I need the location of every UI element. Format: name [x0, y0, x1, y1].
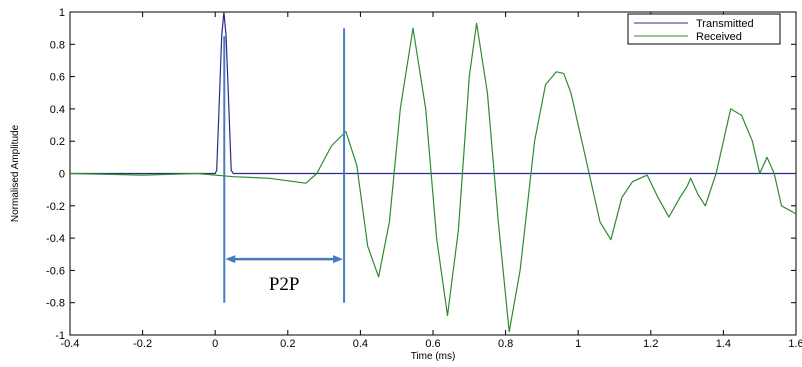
legend-label-transmitted: Transmitted	[696, 18, 754, 30]
x-tick-label: 1.6	[788, 338, 802, 350]
legend: Transmitted Received	[627, 13, 781, 45]
x-tick-label: -0.2	[133, 338, 152, 350]
x-tick-label: 0.4	[353, 338, 368, 350]
x-tick-label: 0.8	[498, 338, 513, 350]
legend-label-received: Received	[696, 31, 742, 43]
y-tick-label: -1	[55, 330, 65, 342]
x-tick-label: 1.2	[643, 338, 658, 350]
y-tick-label: -0.8	[46, 298, 65, 310]
x-tick-label: 0	[212, 338, 218, 350]
y-tick-label: 1	[59, 7, 65, 19]
y-tick-label: 0	[59, 169, 65, 181]
x-tick-label: 0.2	[280, 338, 295, 350]
y-tick-label: 0.4	[50, 104, 65, 116]
y-tick-label: 0.8	[50, 39, 65, 51]
y-tick-label: -0.2	[46, 201, 65, 213]
x-tick-label: 1.4	[716, 338, 731, 350]
legend-box	[627, 13, 781, 45]
p2p-label: P2P	[269, 274, 300, 295]
series-layer	[69, 11, 797, 333]
x-tick-label: 1	[575, 338, 581, 350]
y-tick-label: 0.6	[50, 72, 65, 84]
x-tick-label: -0.4	[61, 338, 80, 350]
series-line-received	[69, 22, 797, 333]
x-tick-label: 0.6	[425, 338, 440, 350]
series-line-transmitted	[70, 11, 796, 175]
y-tick-label: 0.2	[50, 136, 65, 148]
y-tick-label: -0.4	[46, 233, 65, 245]
p2p-annotation: P2P	[223, 28, 346, 303]
x-axis-label: Time (ms)	[411, 351, 456, 362]
y-tick-label: -0.6	[46, 265, 65, 277]
y-axis: -1 -0.8 -0.6 -0.4 -0.2 0 0.2 0.4 0.6 0.8 1	[46, 7, 796, 342]
x-axis: -0.4 -0.2 0 0.2 0.4 0.6 0.8 1 1.2 1.4 1.6	[61, 12, 802, 350]
y-axis-label: Normalised Amplitude	[10, 124, 21, 222]
